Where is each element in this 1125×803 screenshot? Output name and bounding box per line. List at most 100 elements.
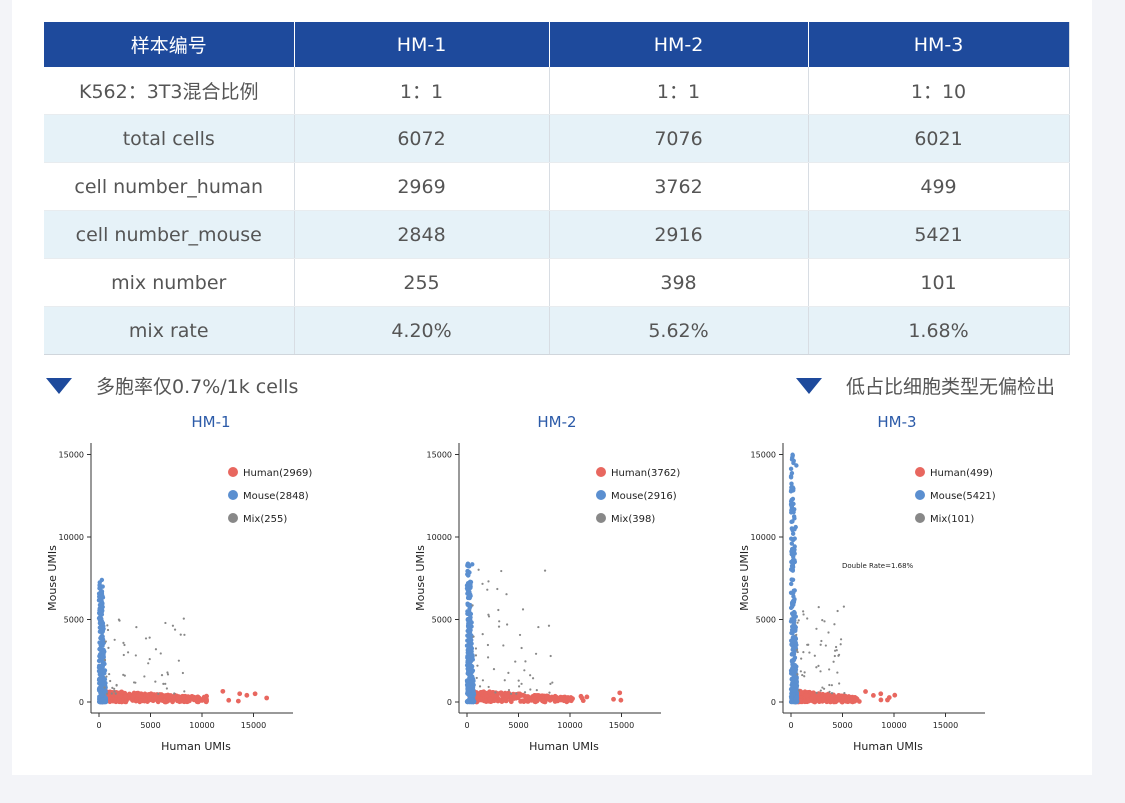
human-point [878,697,884,703]
mix-point [548,691,551,694]
table-cell: 1：1 [549,67,809,115]
mix-point [109,679,112,683]
human-point [836,693,842,698]
mix-point [819,689,822,692]
human-point [159,694,164,700]
mouse-point [467,622,472,627]
human-point [843,698,848,703]
x-tick-label: 5000 [832,721,852,730]
mouse-point [792,558,797,563]
mouse-point [467,648,473,654]
mix-point [799,670,802,673]
mix-point [547,624,551,627]
mix-point [164,682,167,685]
legend-label: Mouse(5421) [930,491,996,502]
mouse-point [788,475,794,480]
mouse-point [99,577,105,583]
caption-left: 多胞率仅0.7%/1k cells [46,372,298,399]
table-row: mix rate 4.20% 5.62% 1.68% [44,306,1070,355]
mouse-point [102,677,107,682]
mouse-point [790,624,795,629]
y-tick-label: 15000 [59,451,84,460]
human-point [123,694,128,699]
human-point [885,697,890,703]
mouse-point [98,646,103,652]
mouse-point [466,617,472,622]
mix-point [523,691,527,694]
x-tick-label: 15000 [609,721,634,730]
mix-point [828,668,831,671]
mouse-point [788,466,794,472]
human-point [618,697,624,703]
mouse-point [789,581,794,587]
mix-point [182,617,185,620]
table-cell: 398 [549,258,809,307]
human-point [535,693,541,698]
triangle-down-icon [46,377,72,394]
mix-point [517,679,520,682]
mix-point [509,692,513,695]
human-point [148,691,154,697]
mix-point [135,626,138,629]
mix-point [806,617,809,620]
table-row: cell number_mouse 2848 2916 5421 [44,210,1070,259]
mouse-point [789,470,795,476]
chart-title: HM-1 [191,413,230,431]
human-point [562,697,568,703]
mouse-point [792,536,797,541]
mix-point [486,588,489,591]
human-point [478,690,484,695]
mix-point [830,684,833,687]
human-point [531,696,537,701]
mix-point [159,652,162,655]
mouse-point [102,689,107,695]
human-point [525,699,531,704]
table-cell: mix rate [44,306,295,355]
y-tick-label: 5000 [756,616,776,625]
legend-label: Mix(398) [611,514,655,525]
mix-point [824,644,827,647]
mix-point [531,677,535,680]
mouse-point [471,678,476,684]
mix-point [126,651,130,654]
mouse-point [97,582,102,588]
mouse-point [100,629,105,635]
human-point [189,693,195,699]
human-point [475,697,481,703]
sample-table: 样本编号 HM-1 HM-2 HM-3 K562：3T3混合比例 1：1 1：1 1：… [44,22,1070,355]
human-point [487,689,492,695]
mouse-point [791,514,797,519]
mouse-point [794,463,799,468]
legend-label: Mouse(2916) [611,491,677,502]
mix-point [498,620,501,623]
human-point [809,696,814,702]
mix-point [181,671,184,675]
mix-point [166,673,170,676]
mix-point [507,688,511,692]
mix-point [148,636,151,639]
mix-point [472,635,475,638]
mix-point [166,671,169,674]
human-point [512,695,518,701]
mix-point [160,674,164,677]
human-point [138,698,143,703]
mouse-point [794,699,799,705]
mouse-point [467,602,473,608]
human-point [823,692,829,698]
table-row: cell number_human 2969 3762 499 [44,162,1070,211]
mix-point [481,633,484,636]
mouse-point [790,527,795,533]
mix-point [474,647,478,650]
mix-point [502,644,505,647]
mix-point [115,684,118,687]
legend-marker [596,490,606,500]
human-point [483,698,488,704]
mix-point [107,646,110,649]
table-cell: cell number_human [44,162,295,211]
mouse-point [791,554,796,559]
mix-point [486,643,490,647]
mouse-point [466,611,471,617]
table-cell: total cells [44,114,295,163]
mix-point [494,691,497,694]
